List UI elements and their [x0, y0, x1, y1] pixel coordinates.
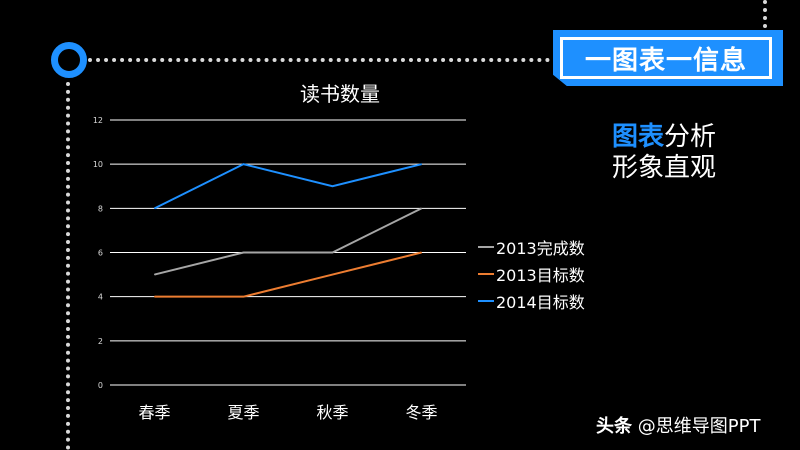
dotted-connector-horizontal	[88, 58, 558, 62]
tagline-highlight: 图表	[612, 122, 665, 152]
title-banner-text: 一图表一信息	[584, 45, 747, 76]
x-tick-label: 春季	[138, 403, 170, 422]
series-line-2	[154, 251, 422, 298]
y-tick-label: 8	[98, 204, 103, 213]
legend-swatch	[478, 245, 494, 248]
legend-item: 2013目标数	[478, 260, 585, 287]
ring-marker	[51, 42, 87, 78]
watermark: 头条 @思维导图PPT	[596, 412, 760, 438]
tagline-line1-rest: 分析	[664, 122, 717, 152]
series-1-point	[243, 252, 244, 253]
y-tick-label: 10	[93, 160, 103, 169]
series-line-3	[154, 163, 422, 210]
y-tick-label: 0	[98, 381, 103, 390]
series-line-1	[154, 207, 422, 276]
title-banner: 一图表一信息	[560, 37, 772, 79]
y-tick-label: 6	[98, 249, 103, 258]
tagline-line2: 形象直观	[612, 153, 717, 183]
dotted-connector-top-right	[763, 0, 767, 28]
series-3-point	[421, 163, 422, 165]
series-3-point	[243, 163, 244, 165]
watermark-brand: 头条	[596, 416, 632, 437]
x-tick-label: 冬季	[405, 403, 437, 422]
y-tick-label: 4	[98, 293, 103, 302]
y-tick-label: 12	[93, 116, 103, 125]
tagline: 图表分析 形象直观	[612, 122, 716, 184]
series-3-point	[154, 207, 155, 209]
series-2-point	[243, 296, 244, 298]
series-3-point	[332, 185, 333, 187]
legend-swatch	[478, 299, 494, 302]
tagline-line1: 图表分析	[612, 122, 716, 153]
legend-item: 2013完成数	[478, 233, 585, 260]
series-2-point	[154, 296, 155, 298]
series-1-point	[332, 252, 333, 253]
series-2-point	[332, 274, 333, 276]
x-tick-label: 夏季	[227, 403, 259, 422]
legend-item: 2014目标数	[478, 287, 585, 314]
dotted-connector-vertical	[66, 82, 70, 450]
series-1-point	[154, 274, 155, 276]
legend-label: 2014目标数	[496, 292, 585, 312]
series-1-point	[421, 207, 422, 209]
chart-legend: 2013完成数 2013目标数 2014目标数	[478, 233, 585, 314]
series-2-point	[421, 252, 422, 253]
legend-label: 2013目标数	[496, 265, 585, 285]
watermark-handle: @思维导图PPT	[637, 416, 761, 437]
legend-label: 2013完成数	[496, 238, 585, 258]
x-tick-label: 秋季	[316, 403, 348, 422]
y-tick-label: 2	[98, 337, 103, 346]
chart-title: 读书数量	[300, 82, 380, 106]
legend-swatch	[478, 272, 494, 275]
